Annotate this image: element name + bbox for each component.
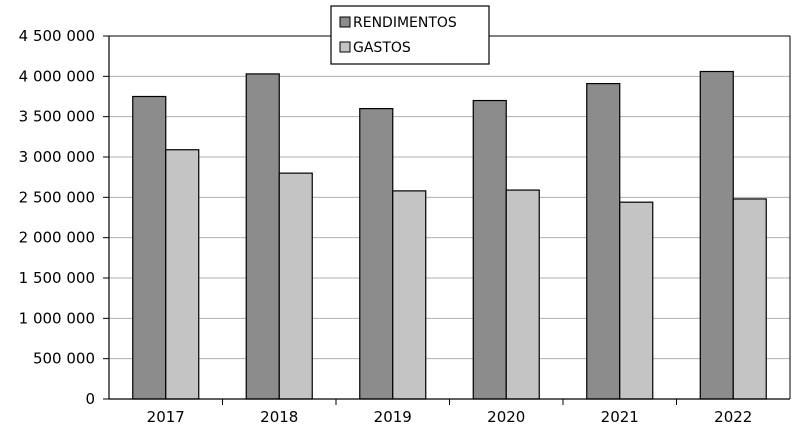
bar-gastos-2017 bbox=[165, 149, 200, 400]
axes bbox=[108, 35, 791, 400]
x-tick-label: 2019 bbox=[374, 408, 412, 426]
gridlines bbox=[109, 35, 790, 360]
legend-swatch bbox=[339, 16, 351, 28]
legend-box bbox=[330, 5, 490, 65]
y-tick-label: 4 500 000 bbox=[19, 27, 95, 45]
bar-gastos-2018 bbox=[278, 172, 313, 400]
y-tick-label: 500 000 bbox=[33, 350, 95, 368]
bar-rendimentos-2018 bbox=[245, 73, 280, 400]
y-tick-label: 2 000 000 bbox=[19, 229, 95, 247]
x-axis: 2017 2018 2019 2020 2021 2022 bbox=[147, 399, 752, 426]
y-axis: 0 500 000 1 000 000 1 500 000 2 000 000 2 500… bbox=[19, 27, 109, 408]
y-tick-label: 1 500 000 bbox=[19, 269, 95, 287]
bars bbox=[132, 70, 767, 400]
x-tick-label: 2017 bbox=[147, 408, 185, 426]
x-tick-label: 2020 bbox=[487, 408, 525, 426]
y-tick-label: 3 500 000 bbox=[19, 108, 95, 126]
legend-label: RENDIMENTOS bbox=[353, 15, 457, 31]
legend-label: GASTOS bbox=[353, 40, 411, 56]
bar-rendimentos-2021 bbox=[586, 82, 621, 400]
x-tick-label: 2018 bbox=[260, 408, 298, 426]
y-tick-label: 1 000 000 bbox=[19, 309, 95, 327]
bar-gastos-2021 bbox=[619, 201, 654, 400]
legend-swatch bbox=[339, 41, 351, 53]
bar-gastos-2022 bbox=[732, 198, 767, 400]
bar-rendimentos-2019 bbox=[359, 107, 394, 400]
bar-rendimentos-2017 bbox=[132, 95, 167, 400]
legend: RENDIMENTOS GASTOS bbox=[330, 5, 490, 65]
bar-gastos-2020 bbox=[505, 189, 540, 400]
bar-gastos-2019 bbox=[392, 190, 427, 400]
x-tick-label: 2022 bbox=[714, 408, 752, 426]
x-tick-label: 2021 bbox=[601, 408, 639, 426]
bar-rendimentos-2020 bbox=[472, 99, 507, 400]
y-tick-label: 0 bbox=[85, 390, 95, 408]
y-tick-label: 2 500 000 bbox=[19, 188, 95, 206]
y-tick-label: 4 000 000 bbox=[19, 67, 95, 85]
bar-rendimentos-2022 bbox=[699, 70, 734, 400]
y-tick-label: 3 000 000 bbox=[19, 148, 95, 166]
